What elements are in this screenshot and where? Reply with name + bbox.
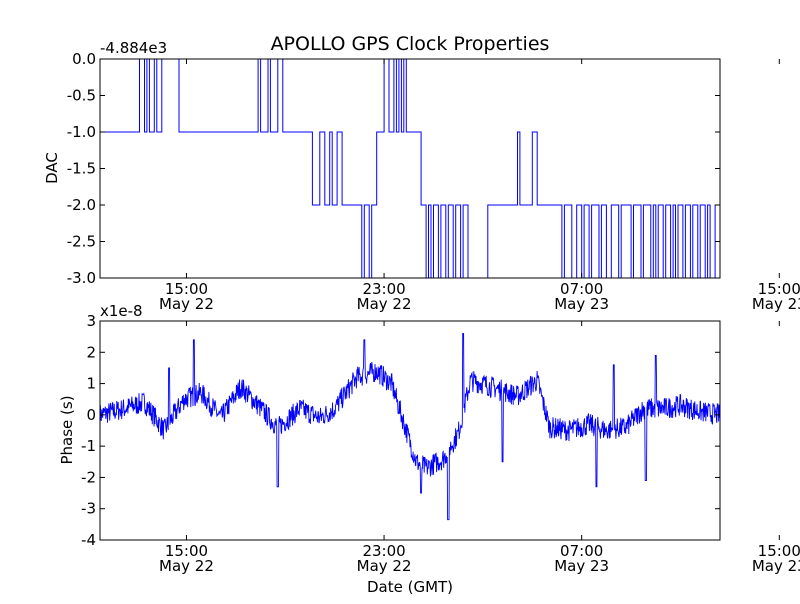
dac-ytick-label: -1.0: [67, 123, 96, 141]
dac-ytick-label: -2.0: [67, 196, 96, 214]
phase-ytick-label: -2: [81, 468, 96, 486]
dac-ytick-label: -1.5: [67, 160, 96, 178]
dac-xtick-date: May 23: [554, 295, 609, 313]
dac-offset-label: -4.884e3: [100, 39, 167, 57]
phase-ytick-label: 2: [86, 343, 96, 361]
phase-ytick-label: -1: [81, 437, 96, 455]
phase-xtick-date: May 22: [159, 557, 214, 575]
phase-xtick-date: May 22: [357, 557, 412, 575]
phase-ytick-label: -4: [81, 531, 96, 549]
phase-ylabel: Phase (s): [58, 395, 76, 464]
phase-plot-area: [100, 334, 720, 520]
x-axis-label: Date (GMT): [367, 578, 453, 596]
dac-xtick-date: May 23: [752, 295, 800, 313]
dac-axes-frame: [100, 59, 720, 278]
phase-ytick-label: 3: [86, 312, 96, 330]
phase-ytick-label: 1: [86, 375, 96, 393]
phase-ytick-label: -3: [81, 500, 96, 518]
dac-plot-area: [100, 59, 720, 278]
phase-ytick-label: 0: [86, 406, 96, 424]
dac-ytick-label: -0.5: [67, 87, 96, 105]
phase-offset-label: x1e-8: [100, 302, 143, 320]
dac-ylabel: DAC: [43, 152, 61, 184]
phase-series-line: [100, 334, 720, 520]
dac-ytick-label: -3.0: [67, 269, 96, 287]
dac-ytick-label: -2.5: [67, 233, 96, 251]
dac-ytick-label: 0.0: [72, 50, 96, 68]
phase-xtick-date: May 23: [752, 557, 800, 575]
phase-xtick-date: May 23: [554, 557, 609, 575]
dac-series-line: [100, 59, 720, 278]
dac-xtick-date: May 22: [357, 295, 412, 313]
dac-xtick-date: May 22: [159, 295, 214, 313]
figure-title: APOLLO GPS Clock Properties: [271, 33, 550, 55]
